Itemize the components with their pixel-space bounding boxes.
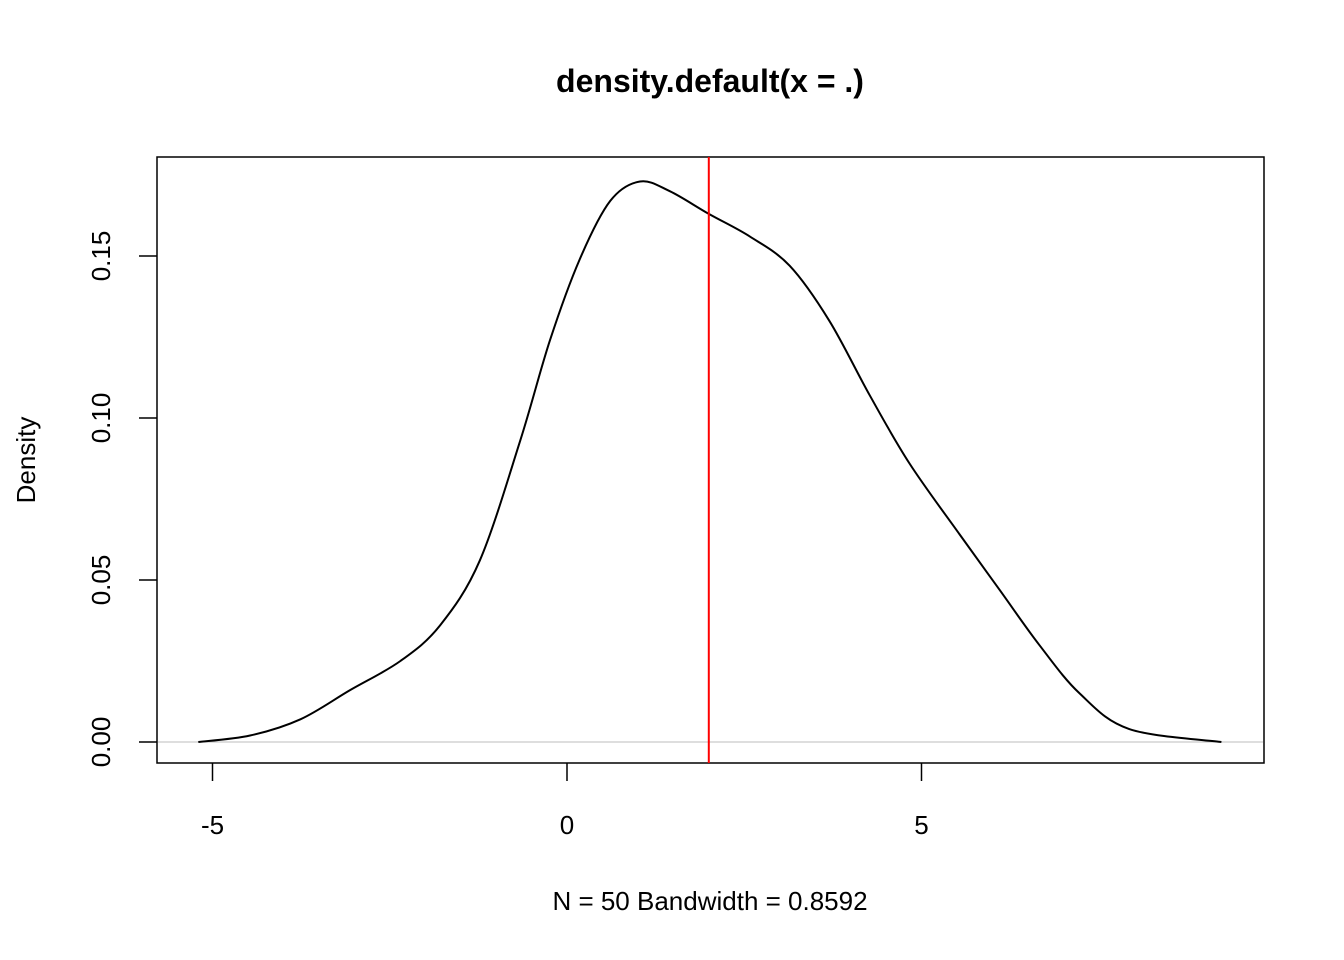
y-tick-label: 0.10 bbox=[86, 393, 116, 444]
y-tick-label: 0.05 bbox=[86, 555, 116, 606]
density-curve bbox=[198, 180, 1222, 743]
y-tick-label: 0.15 bbox=[86, 231, 116, 282]
chart-title: density.default(x = .) bbox=[556, 63, 864, 99]
x-tick-label: 0 bbox=[560, 810, 574, 840]
x-tick-label: 5 bbox=[914, 810, 928, 840]
plot-frame bbox=[156, 156, 1265, 764]
x-tick-label: -5 bbox=[201, 810, 224, 840]
y-axis: 0.00 0.05 0.10 0.15 bbox=[86, 231, 157, 768]
y-axis-label: Density bbox=[11, 417, 41, 504]
x-axis: -5 0 5 bbox=[201, 763, 929, 840]
y-tick-label: 0.00 bbox=[86, 717, 116, 768]
x-axis-label: N = 50 Bandwidth = 0.8592 bbox=[552, 886, 867, 916]
